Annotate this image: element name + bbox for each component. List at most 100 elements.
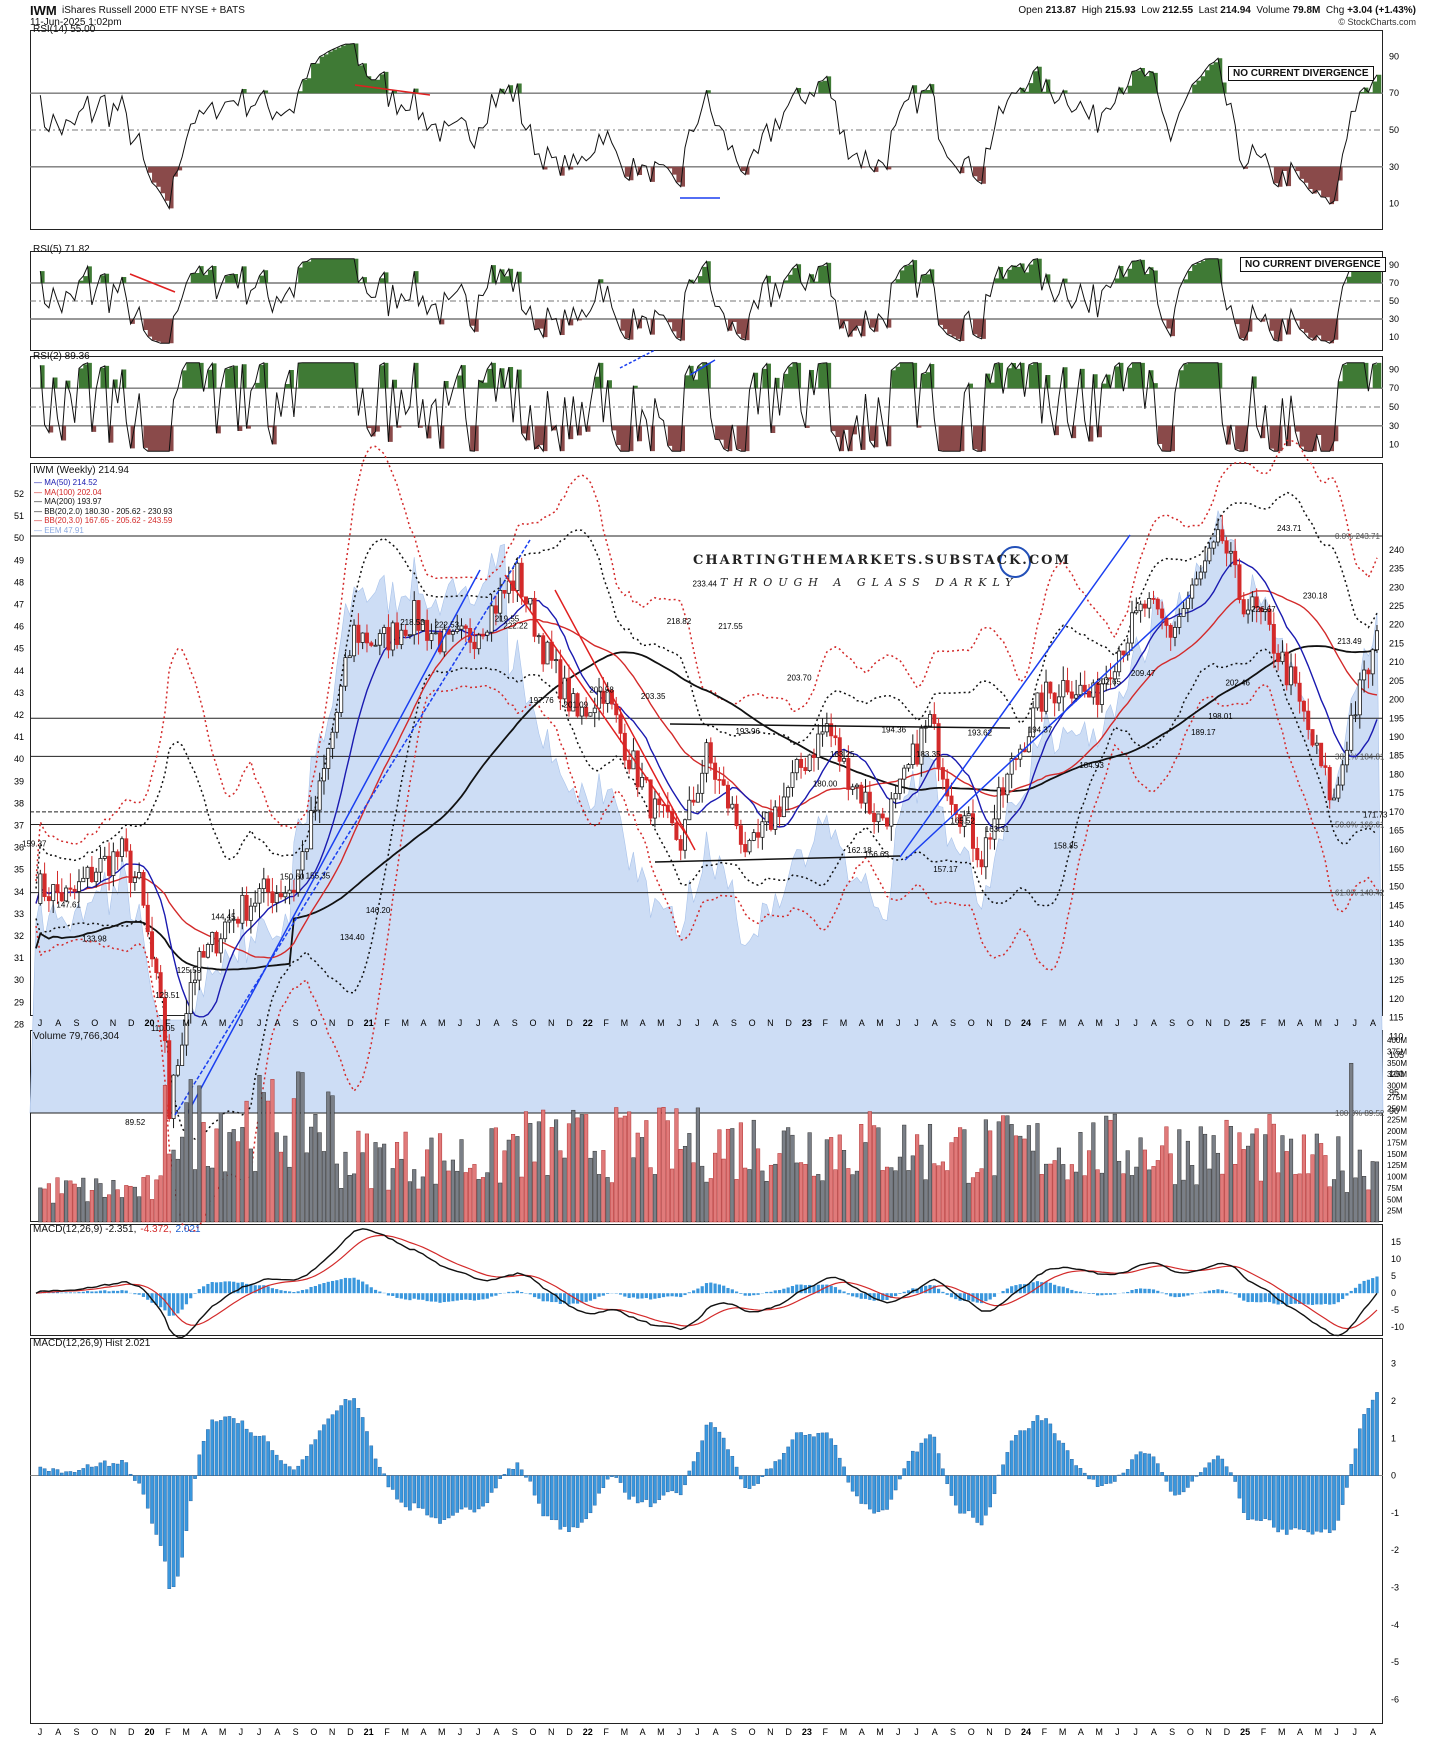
volume-bar [111,1179,116,1223]
eem-tick-label: 52 [14,489,24,499]
candle-body [897,778,902,794]
macd-hist-bar [1220,1289,1224,1294]
volume-bar [1074,1171,1079,1223]
volume-bar [820,1180,825,1223]
macd-hist-bar [984,1293,988,1302]
hist-bar [412,1475,417,1504]
volume-bar [76,1187,82,1223]
hist-bar [498,1475,502,1479]
volume-bar [433,1183,438,1223]
eem-tick-label: 43 [14,688,24,698]
candle-body [1061,680,1066,698]
volume-tick-label: 400M [1387,1036,1407,1045]
candle-body [1069,691,1074,699]
x-axis-label: S [74,1727,80,1737]
eem-tick-label: 42 [14,710,24,720]
macd-hist-bar [1108,1293,1113,1295]
volume-bar [1039,1174,1044,1223]
hist-bar [429,1475,434,1518]
candle-body [1112,671,1117,680]
candle-body [1267,608,1272,625]
candle-body [201,951,206,958]
macd-hist-bar [1091,1293,1095,1294]
volume-bar [734,1179,739,1223]
volume-bar [373,1142,378,1223]
x-axis-label: A [1151,1727,1157,1737]
volume-bar [1009,1124,1014,1223]
volume-bar [725,1128,731,1223]
volume-bar [167,1153,172,1223]
macd-hist-bar [292,1292,296,1294]
legend-entry: — MA(100) 202.04 [34,487,102,497]
hist-bar [687,1470,692,1476]
macd-hist-bar [1255,1293,1259,1303]
macd-hist-bar [1289,1293,1293,1305]
hist-bar [528,1475,533,1482]
hist-bar [996,1474,1001,1476]
macd-hist-bar [919,1286,924,1294]
macd-hist-bar [661,1293,666,1298]
x-axis-label: N [986,1727,993,1737]
volume-bar [38,1187,43,1223]
volume-bar [695,1107,700,1223]
volume-bar [958,1127,963,1223]
volume-bar [1344,1192,1349,1223]
macd-hist-bar [1096,1293,1100,1296]
hist-bar [1044,1418,1048,1476]
volume-bar [68,1180,73,1223]
macd-hist-bar [670,1293,674,1297]
volume-bar [1108,1119,1113,1223]
hist-bar [141,1475,146,1495]
hist-bar [47,1471,51,1476]
volume-bar [1246,1145,1251,1223]
candle-body [1035,692,1040,709]
macd-hist-bar [941,1291,945,1294]
price-annotation: 203.35 [641,692,666,701]
x-axis-label: D [1005,1727,1012,1737]
hist-bar [68,1471,73,1476]
macd-hist-bar [85,1290,90,1294]
hist-bar [193,1475,197,1479]
chart-header: IWM iShares Russell 2000 ETF NYSE + BATS… [0,0,1456,30]
trendline [174,539,531,1116]
macd-hist-bar [77,1292,81,1294]
candle-body [1099,683,1104,705]
price-tick-label: 235 [1389,564,1404,574]
x-axis-label: 20 [145,1727,155,1737]
volume-bar [1069,1164,1074,1223]
volume-bar [1190,1165,1195,1223]
x-axis-label: J [677,1018,682,1028]
volume-bar [773,1163,778,1223]
macd-hist-bar [438,1293,442,1303]
hist-bar [1151,1456,1156,1476]
volume-tick-label: 350M [1387,1059,1407,1068]
hist-bar [124,1462,129,1476]
macd-hist-bar [790,1285,795,1294]
macd-hist-bar [1130,1289,1134,1294]
volume-bar [472,1164,477,1223]
candle-body [1095,682,1100,705]
volume-bar [244,1100,249,1223]
macd-hist-bar [902,1291,906,1294]
volume-bar [231,1129,236,1223]
hist-bar [1310,1475,1315,1535]
x-axis-label: F [384,1018,390,1028]
hist-bar [1289,1475,1293,1530]
volume-bar [296,1071,301,1223]
price-annotation: 183.35 [916,750,941,759]
eem-tick-label: 40 [14,754,24,764]
candle-body [605,690,610,704]
macd-hist-bar [206,1283,210,1294]
hist-bar [1220,1458,1225,1476]
volume-bar [235,1141,241,1223]
price-annotation: 146.20 [366,906,391,915]
volume-bar [1091,1122,1096,1223]
price-tick-label: 110 [1389,1031,1403,1041]
hist-bar [240,1420,245,1476]
candle-body [72,888,77,892]
security-name: iShares Russell 2000 ETF NYSE + BATS [62,5,245,16]
price-annotation: 163.31 [985,825,1010,834]
macd-hist-bar [356,1279,360,1294]
volume-bar [644,1120,649,1223]
macd-hist-bar [150,1293,154,1303]
